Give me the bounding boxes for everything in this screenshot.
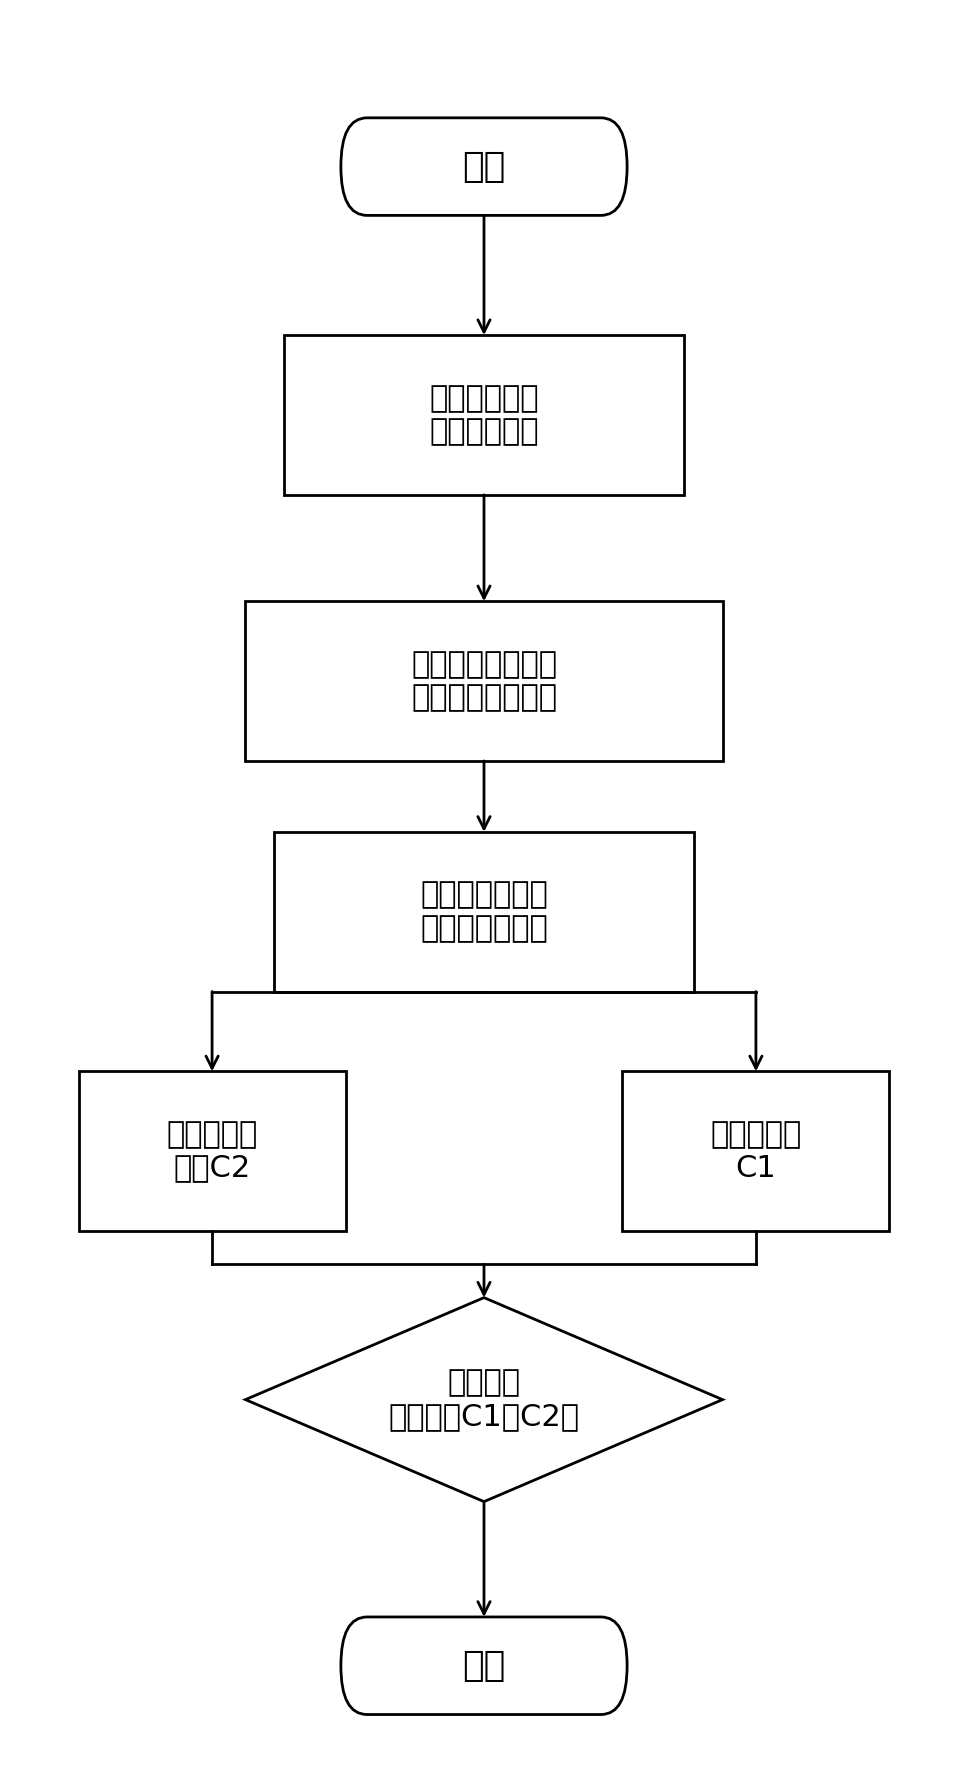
Polygon shape (246, 1298, 722, 1502)
Text: 计算各条样本数据
到中心点的距离集: 计算各条样本数据 到中心点的距离集 (411, 649, 557, 712)
Text: 区间比较
确定区间C1？C2？: 区间比较 确定区间C1？C2？ (388, 1368, 580, 1430)
Text: 置信度区间
C1: 置信度区间 C1 (711, 1119, 802, 1182)
Bar (622, 1071, 890, 1232)
Text: 依拉达准则
区间C2: 依拉达准则 区间C2 (166, 1119, 257, 1182)
Text: 开始: 开始 (463, 150, 505, 184)
Bar (284, 334, 684, 495)
Bar (274, 831, 694, 992)
Bar (78, 1071, 346, 1232)
Bar (246, 601, 722, 762)
FancyBboxPatch shape (341, 118, 627, 215)
FancyBboxPatch shape (341, 1616, 627, 1715)
Text: 结束: 结束 (463, 1649, 505, 1683)
Text: 求距离集的样本
均值和样本方差: 求距离集的样本 均值和样本方差 (420, 880, 548, 942)
Text: 聚类算法迭代
计算出中心点: 聚类算法迭代 计算出中心点 (429, 384, 539, 447)
